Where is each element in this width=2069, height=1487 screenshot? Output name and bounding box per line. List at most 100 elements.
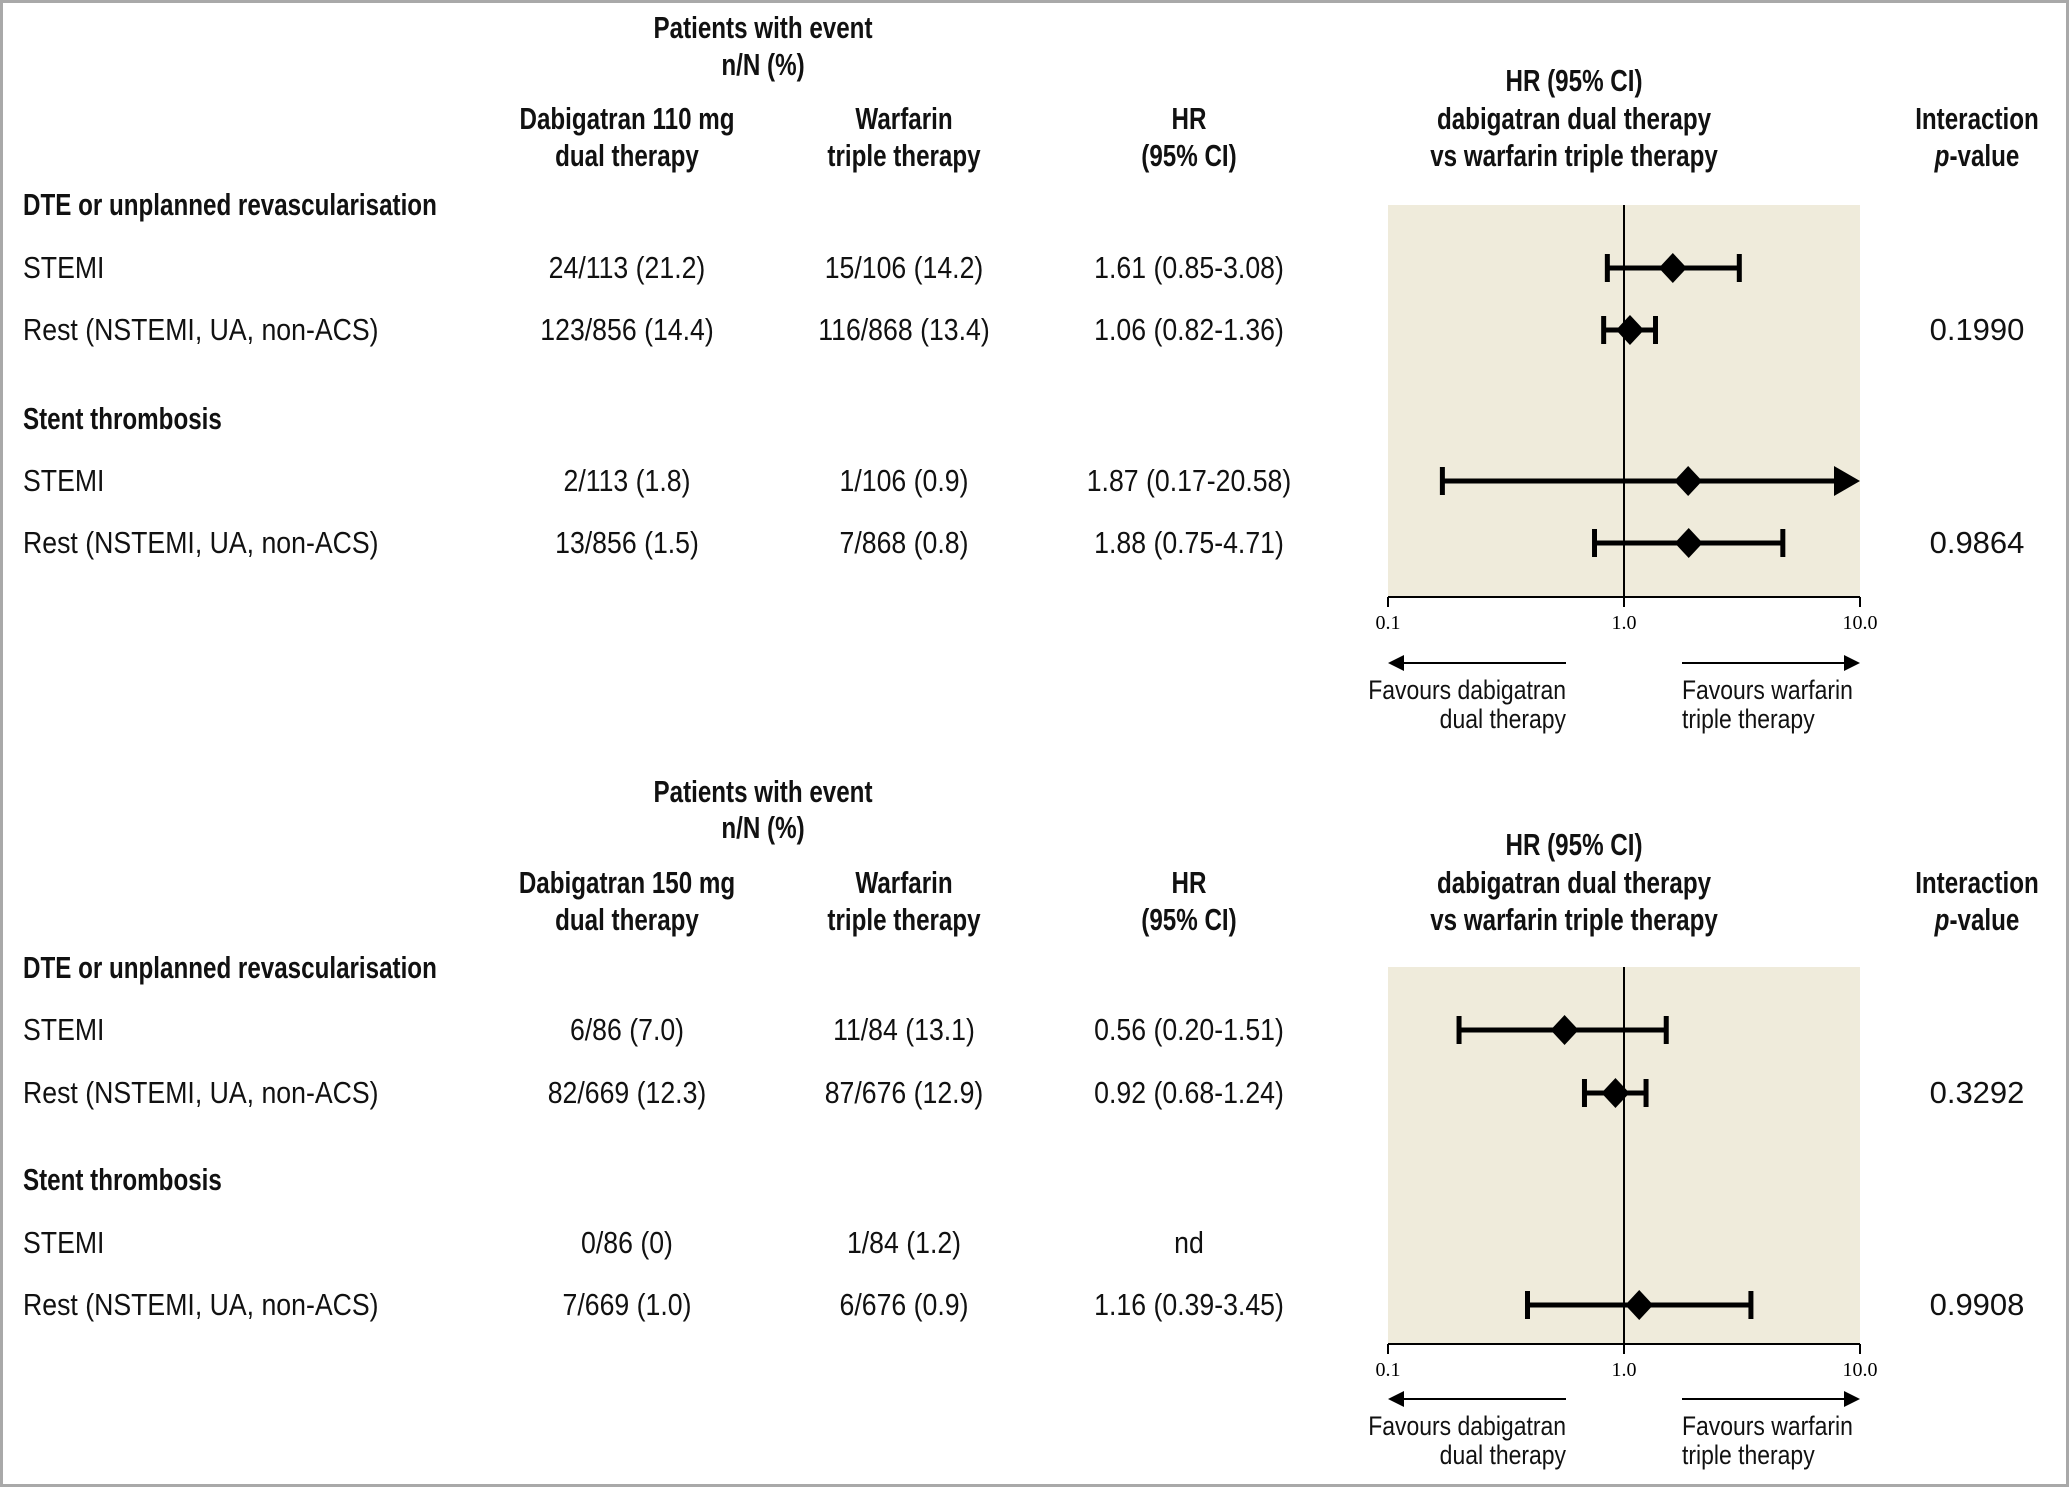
header-patients-with-event: Patients with event [653, 10, 873, 45]
header-p-value: p-value [1935, 140, 2020, 171]
favours-right-label-line1: Favours warfarin [1682, 675, 1853, 705]
favours-right-label-line1: Favours warfarin [1682, 1411, 1853, 1441]
header-interaction: Interaction [1915, 101, 2039, 136]
p-value-suffix: -value [1949, 138, 2020, 173]
warfarin-count: 116/868 (13.4) [818, 312, 990, 347]
header-patients-with-event: Patients with event [653, 774, 873, 809]
forest-plot-2: 0.1 1.0 10.0 [1376, 967, 1878, 1407]
hr-ci-text: 1.16 (0.39-3.45) [1094, 1287, 1284, 1322]
arrow-left-icon [1388, 655, 1404, 671]
header-forest-line3: vs warfarin triple therapy [1430, 902, 1718, 937]
dabigatran-count: 0/86 (0) [581, 1225, 673, 1260]
row-label: Rest (NSTEMI, UA, non-ACS) [23, 1287, 379, 1322]
header-p-value: p-value [1935, 904, 2020, 935]
arrow-left-icon [1388, 1391, 1404, 1407]
hr-ci-text: nd [1174, 1225, 1204, 1260]
row-label: Rest (NSTEMI, UA, non-ACS) [23, 1075, 379, 1110]
header-hr-line2: (95% CI) [1141, 138, 1237, 173]
favours-left-label-line2: dual therapy [1439, 704, 1566, 734]
hr-ci-text: 1.87 (0.17-20.58) [1086, 463, 1292, 498]
warfarin-count: 1/84 (1.2) [846, 1225, 962, 1260]
x-tick-label: 0.1 [1376, 612, 1401, 634]
hr-diamond-marker [1674, 466, 1703, 496]
forest-plot-1: 0.1 1.0 10.0 [1376, 205, 1878, 671]
header-n-over-n-percent: n/N (%) [721, 810, 805, 845]
plot-background [1388, 205, 1860, 597]
hr-diamond-marker [1550, 1015, 1579, 1045]
p-value-suffix: -value [1949, 902, 2020, 937]
header-hr-line2: (95% CI) [1141, 902, 1237, 937]
row-label: Rest (NSTEMI, UA, non-ACS) [23, 312, 379, 347]
header-dabigatran-line1: Dabigatran 110 mg [519, 101, 735, 136]
favours-right-label-line2: triple therapy [1682, 704, 1815, 734]
header-warfarin-line2: triple therapy [827, 902, 981, 937]
header-hr-line1: HR [1171, 865, 1207, 900]
p-italic: p [1934, 138, 1950, 173]
dabigatran-count: 6/86 (7.0) [569, 1012, 685, 1047]
x-tick-label: 1.0 [1612, 612, 1637, 634]
x-tick-label: 10.0 [1843, 612, 1878, 634]
hr-ci-text: 0.56 (0.20-1.51) [1094, 1012, 1284, 1047]
warfarin-count: 1/106 (0.9) [839, 463, 969, 498]
dabigatran-count: 123/856 (14.4) [540, 312, 714, 347]
row-label: Rest (NSTEMI, UA, non-ACS) [23, 525, 379, 560]
x-tick-label: 1.0 [1612, 1359, 1637, 1381]
header-forest-line2: dabigatran dual therapy [1436, 865, 1712, 900]
row-label: STEMI [23, 1012, 105, 1047]
warfarin-count: 87/676 (12.9) [824, 1075, 984, 1110]
interaction-p-value: 0.9864 [1929, 525, 2025, 560]
plot-background [1388, 967, 1860, 1344]
favours-left-label-line1: Favours dabigatran [1368, 675, 1566, 705]
header-forest-line1: HR (95% CI) [1505, 827, 1643, 862]
hr-ci-text: 1.06 (0.82-1.36) [1094, 312, 1284, 347]
section-title: Stent thrombosis [23, 401, 222, 436]
row-label: STEMI [23, 250, 105, 285]
header-dabigatran-line2: dual therapy [555, 138, 699, 173]
warfarin-count: 15/106 (14.2) [824, 250, 984, 285]
interaction-p-value: 0.3292 [1929, 1075, 2025, 1110]
row-label: STEMI [23, 1225, 105, 1260]
dabigatran-count: 82/669 (12.3) [547, 1075, 707, 1110]
p-italic: p [1934, 902, 1950, 937]
hr-diamond-marker [1601, 1078, 1630, 1108]
dabigatran-count: 24/113 (21.2) [548, 250, 706, 285]
warfarin-count: 11/84 (13.1) [833, 1012, 975, 1047]
hr-ci-text: 1.88 (0.75-4.71) [1094, 525, 1284, 560]
header-hr-line1: HR [1171, 101, 1207, 136]
arrow-right-icon [1844, 1391, 1860, 1407]
header-dabigatran-line2: dual therapy [555, 902, 699, 937]
hr-ci-text: 1.61 (0.85-3.08) [1094, 250, 1284, 285]
favours-left-label-line2: dual therapy [1439, 1440, 1566, 1470]
header-forest-line2: dabigatran dual therapy [1436, 101, 1712, 136]
favours-right-label-line2: triple therapy [1682, 1440, 1815, 1470]
interaction-p-value: 0.9908 [1929, 1287, 2025, 1322]
section-title: Stent thrombosis [23, 1162, 222, 1197]
header-n-over-n-percent: n/N (%) [721, 47, 805, 82]
header-forest-line1: HR (95% CI) [1505, 63, 1643, 98]
x-tick-label: 10.0 [1843, 1359, 1878, 1381]
hr-diamond-marker [1625, 1290, 1654, 1320]
dabigatran-count: 13/856 (1.5) [555, 525, 699, 560]
dabigatran-count: 7/669 (1.0) [562, 1287, 692, 1322]
header-warfarin-line2: triple therapy [827, 138, 981, 173]
header-dabigatran-line1: Dabigatran 150 mg [518, 865, 736, 900]
interaction-p-value: 0.1990 [1929, 312, 2025, 347]
x-tick-label: 0.1 [1376, 1359, 1401, 1381]
row-label: STEMI [23, 463, 105, 498]
section-title: DTE or unplanned revascularisation [23, 950, 437, 985]
arrow-right-icon [1844, 655, 1860, 671]
favours-left-label-line1: Favours dabigatran [1368, 1411, 1566, 1441]
header-warfarin-line1: Warfarin [855, 865, 953, 900]
hr-diamond-marker [1658, 253, 1687, 283]
header-forest-line3: vs warfarin triple therapy [1430, 138, 1718, 173]
hr-diamond-marker [1615, 315, 1644, 345]
section-title: DTE or unplanned revascularisation [23, 187, 437, 222]
hr-ci-text: 0.92 (0.68-1.24) [1094, 1075, 1284, 1110]
hr-diamond-marker [1674, 528, 1703, 558]
warfarin-count: 7/868 (0.8) [839, 525, 969, 560]
dabigatran-count: 2/113 (1.8) [563, 463, 691, 498]
header-warfarin-line1: Warfarin [855, 101, 953, 136]
ci-truncation-arrow [1834, 466, 1860, 496]
warfarin-count: 6/676 (0.9) [839, 1287, 969, 1322]
